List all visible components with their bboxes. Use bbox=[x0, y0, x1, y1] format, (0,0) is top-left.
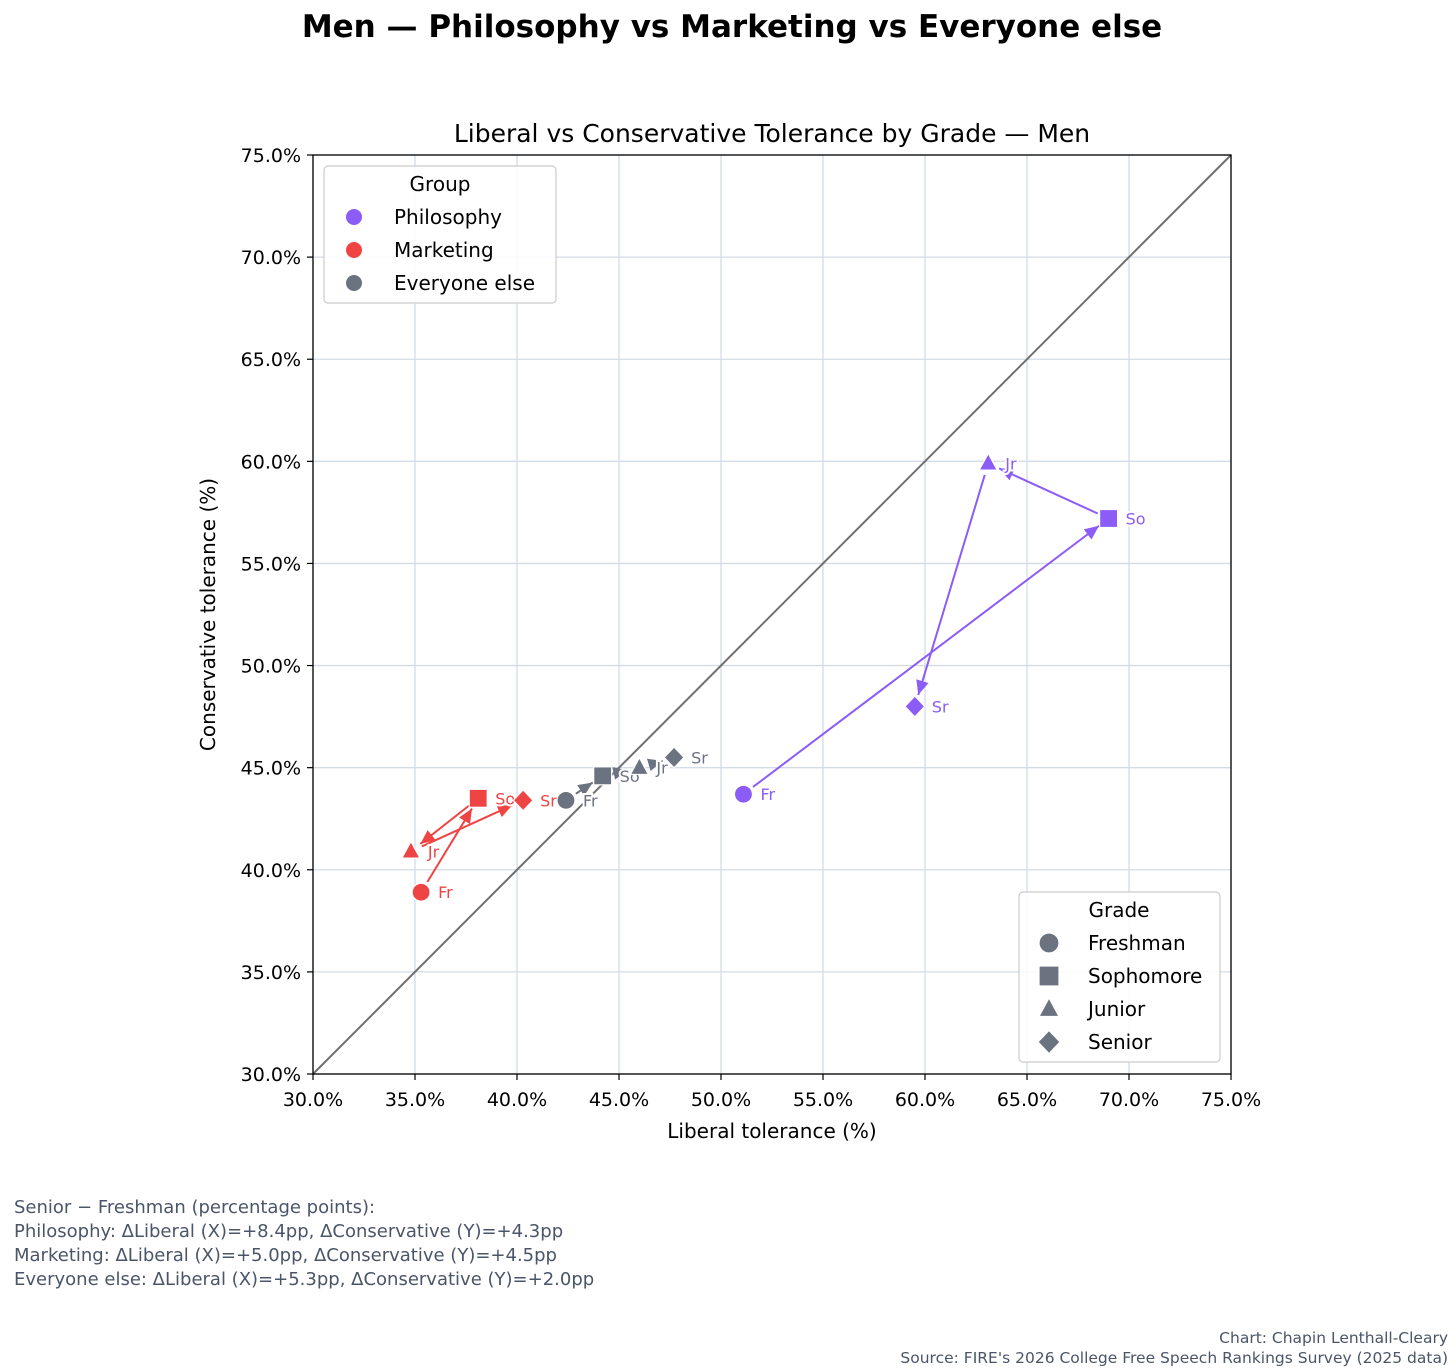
credit: Chart: Chapin Lenthall-Cleary Source: FI… bbox=[900, 1328, 1448, 1368]
grade-legend-entry: Freshman bbox=[1088, 931, 1186, 955]
grade-legend-marker-square bbox=[1038, 965, 1060, 987]
trajectory-arrow bbox=[419, 804, 470, 845]
grade-legend-marker-triangle bbox=[1037, 996, 1061, 1018]
data-point-marketing-so bbox=[468, 788, 488, 808]
point-label: So bbox=[495, 789, 515, 808]
x-tick-label: 30.0% bbox=[283, 1089, 343, 1111]
data-point-philosophy-sr bbox=[904, 695, 926, 718]
data-point-marketing-fr bbox=[411, 882, 431, 902]
data-point-philosophy-fr bbox=[733, 784, 754, 804]
point-label: Fr bbox=[760, 785, 775, 804]
group-legend-marker bbox=[346, 242, 362, 258]
grade-legend-box bbox=[1018, 891, 1221, 1063]
y-tick-label: 65.0% bbox=[241, 349, 301, 371]
group-legend-marker bbox=[346, 209, 362, 225]
grade-legend-entry: Senior bbox=[1088, 1030, 1152, 1054]
data-point-philosophy-jr bbox=[978, 452, 999, 471]
grade-legend-entry: Sophomore bbox=[1088, 964, 1202, 988]
point-label: Sr bbox=[540, 791, 557, 810]
trajectory-arrow bbox=[752, 524, 1100, 788]
point-label: Fr bbox=[583, 791, 598, 810]
x-axis-label: Liberal tolerance (%) bbox=[667, 1119, 876, 1143]
point-label: Sr bbox=[932, 697, 949, 716]
credit-source: Source: FIRE's 2026 College Free Speech … bbox=[900, 1349, 1448, 1367]
x-tick-label: 45.0% bbox=[589, 1089, 649, 1111]
point-label: Jr bbox=[427, 842, 440, 861]
trajectory-arrow bbox=[998, 467, 1099, 515]
x-tick-label: 50.0% bbox=[691, 1089, 751, 1111]
point-label: Sr bbox=[691, 748, 708, 767]
group-legend-entry: Marketing bbox=[394, 238, 494, 262]
x-tick-label: 70.0% bbox=[1099, 1089, 1159, 1111]
y-tick-label: 55.0% bbox=[241, 553, 301, 575]
x-tick-label: 35.0% bbox=[385, 1089, 445, 1111]
y-tick-label: 50.0% bbox=[241, 656, 301, 678]
y-tick-label: 40.0% bbox=[241, 860, 301, 882]
trajectory-arrow bbox=[575, 781, 594, 796]
y-tick-label: 60.0% bbox=[241, 451, 301, 473]
trajectory-arrow bbox=[646, 758, 663, 772]
grade-legend-entry: Junior bbox=[1086, 997, 1146, 1021]
group-legend-entry: Everyone else bbox=[394, 271, 535, 295]
point-label: So bbox=[1126, 510, 1146, 529]
point-label: Jr bbox=[655, 759, 668, 778]
grade-legend-title: Grade bbox=[1089, 898, 1150, 922]
trajectory-arrow bbox=[421, 804, 513, 848]
data-point-marketing-sr bbox=[512, 789, 534, 812]
footnote-line-everyone-else: Everyone else: ΔLiberal (X)=+5.3pp, ΔCon… bbox=[14, 1269, 595, 1290]
y-tick-label: 30.0% bbox=[241, 1064, 301, 1086]
x-tick-label: 55.0% bbox=[793, 1089, 853, 1111]
grade-legend-marker-circle bbox=[1038, 932, 1060, 954]
footnote-heading: Senior − Freshman (percentage points): bbox=[14, 1197, 376, 1218]
point-label: Jr bbox=[1004, 454, 1017, 473]
footnote-line-philosophy: Philosophy: ΔLiberal (X)=+8.4pp, ΔConser… bbox=[14, 1221, 564, 1242]
point-label: Fr bbox=[438, 883, 453, 902]
x-tick-label: 75.0% bbox=[1201, 1089, 1261, 1111]
y-axis-label: Conservative tolerance (%) bbox=[196, 478, 220, 751]
group-legend-entry: Philosophy bbox=[394, 205, 502, 229]
plot-frame bbox=[312, 154, 1232, 1075]
grade-legend-marker-diamond bbox=[1037, 1029, 1061, 1055]
x-tick-label: 40.0% bbox=[487, 1089, 547, 1111]
figure-title: Men — Philosophy vs Marketing vs Everyon… bbox=[301, 9, 1163, 45]
data-point-everyone-else-sr bbox=[663, 746, 685, 769]
data-point-everyone-else-jr bbox=[629, 756, 650, 776]
data-point-everyone-else-fr bbox=[556, 790, 576, 810]
scatter-chart: 30.0% 30.0% 35.0% 35.0% 40.0% 40.0% 45.0% 45.0%… bbox=[196, 119, 1261, 1143]
x-tick-label: 65.0% bbox=[997, 1089, 1057, 1111]
chart-title: Liberal vs Conservative Tolerance by Gra… bbox=[454, 119, 1090, 148]
y-tick-label: 35.0% bbox=[241, 962, 301, 984]
group-legend-marker bbox=[346, 275, 362, 291]
y-tick-label: 70.0% bbox=[241, 247, 301, 269]
footnote-line-marketing: Marketing: ΔLiberal (X)=+5.0pp, ΔConserv… bbox=[14, 1245, 557, 1266]
trajectory-arrow bbox=[916, 474, 986, 696]
x-tick-label: 60.0% bbox=[895, 1089, 955, 1111]
y-tick-label: 75.0% bbox=[241, 145, 301, 167]
group-legend-box bbox=[323, 165, 557, 304]
data-point-marketing-jr bbox=[400, 840, 421, 859]
trajectory-arrow bbox=[612, 767, 628, 780]
footnote: Senior − Freshman (percentage points): P… bbox=[14, 1196, 594, 1292]
credit-author: Chart: Chapin Lenthall-Cleary bbox=[1219, 1329, 1448, 1347]
trajectory-arrow bbox=[426, 808, 473, 883]
data-point-everyone-else-so bbox=[593, 766, 613, 786]
group-legend-title: Group bbox=[410, 172, 471, 196]
y-tick-label: 45.0% bbox=[241, 758, 301, 780]
diagonal-reference-line bbox=[312, 154, 1232, 1075]
data-point-philosophy-so bbox=[1098, 508, 1119, 529]
